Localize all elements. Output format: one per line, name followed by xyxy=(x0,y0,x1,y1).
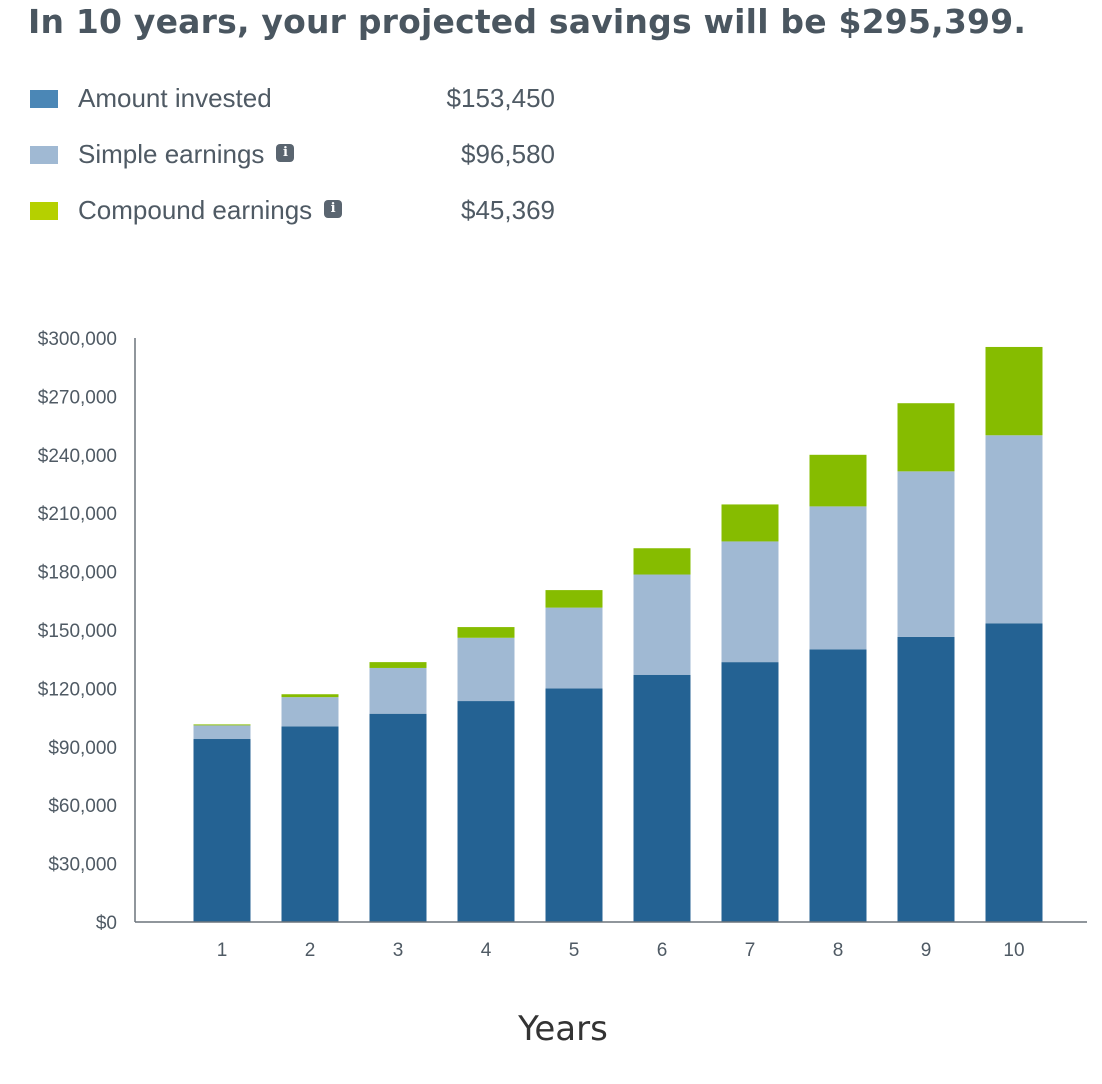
x-tick-label: 6 xyxy=(657,940,668,961)
x-tick-label: 7 xyxy=(745,940,756,961)
bar-simple-earnings xyxy=(369,667,427,714)
bar-simple-earnings xyxy=(281,697,339,727)
bar-compound-earnings xyxy=(897,403,955,472)
bar-amount-invested xyxy=(809,649,867,922)
bar-amount-invested xyxy=(897,636,955,922)
legend-swatch-simple-earnings xyxy=(30,146,58,164)
bar-amount-invested xyxy=(721,662,779,922)
y-tick-label: $150,000 xyxy=(38,621,117,642)
compound-earnings-info-icon[interactable]: i xyxy=(324,200,343,219)
y-tick-label: $240,000 xyxy=(38,446,117,467)
y-tick-label: $300,000 xyxy=(38,329,117,350)
bar-simple-earnings xyxy=(457,637,515,702)
bar-amount-invested xyxy=(281,726,339,922)
bar-simple-earnings xyxy=(721,541,779,663)
bar-compound-earnings xyxy=(633,548,691,575)
bar-compound-earnings xyxy=(721,504,779,542)
legend-value-simple-earnings: $96,580 xyxy=(461,139,555,169)
x-tick-label: 1 xyxy=(217,940,228,961)
y-tick-label: $60,000 xyxy=(48,796,117,817)
y-tick-label: $180,000 xyxy=(38,563,117,584)
legend-value-amount-invested: $153,450 xyxy=(446,83,555,113)
x-tick-label: 10 xyxy=(1003,940,1024,961)
headline: In 10 years, your projected savings will… xyxy=(28,2,1027,41)
bar-amount-invested xyxy=(633,674,691,922)
legend: Amount invested $153,450 Simple earnings… xyxy=(30,80,590,248)
bar-amount-invested xyxy=(193,739,251,922)
x-axis-title: Years xyxy=(517,1009,608,1049)
legend-label-compound-earnings: Compound earnings i xyxy=(78,192,343,228)
simple-earnings-info-icon[interactable]: i xyxy=(276,144,295,163)
bar-compound-earnings xyxy=(281,694,339,698)
legend-item-amount-invested: Amount invested $153,450 xyxy=(30,80,590,136)
y-tick-label: $210,000 xyxy=(38,504,117,525)
x-tick-label: 4 xyxy=(481,940,492,961)
bar-amount-invested xyxy=(545,688,603,922)
bar-simple-earnings xyxy=(985,435,1043,624)
legend-label-simple-earnings: Simple earnings i xyxy=(78,136,295,172)
x-tick-label: 2 xyxy=(305,940,316,961)
bar-simple-earnings xyxy=(193,725,251,740)
y-tick-label: $120,000 xyxy=(38,679,117,700)
y-tick-label: $270,000 xyxy=(38,387,117,408)
x-tick-label: 8 xyxy=(833,940,844,961)
y-tick-label: $30,000 xyxy=(48,855,117,876)
bar-compound-earnings xyxy=(545,590,603,608)
legend-label-amount-invested: Amount invested xyxy=(78,83,272,113)
x-tick-label: 5 xyxy=(569,940,580,961)
bar-compound-earnings xyxy=(457,627,515,638)
x-tick-label: 9 xyxy=(921,940,932,961)
bar-simple-earnings xyxy=(809,506,867,650)
bar-amount-invested xyxy=(369,713,427,922)
legend-item-compound-earnings: Compound earnings i $45,369 xyxy=(30,192,590,248)
bar-compound-earnings xyxy=(985,346,1043,436)
stacked-bar-chart: $0 $30,000 $60,000 $90,000 $120,000 $150,000 $… xyxy=(38,329,1087,1049)
legend-swatch-compound-earnings xyxy=(30,202,58,220)
bar-compound-earnings xyxy=(369,662,427,668)
x-tick-label: 3 xyxy=(393,940,404,961)
legend-value-compound-earnings: $45,369 xyxy=(461,195,555,225)
bar-compound-earnings xyxy=(809,454,867,507)
bar-amount-invested xyxy=(985,623,1043,922)
bar-simple-earnings xyxy=(633,574,691,675)
legend-swatch-amount-invested xyxy=(30,90,58,108)
bar-amount-invested xyxy=(457,701,515,922)
y-tick-label: $0 xyxy=(96,913,117,934)
bar-simple-earnings xyxy=(545,607,603,689)
bar-simple-earnings xyxy=(897,471,955,637)
y-tick-label: $90,000 xyxy=(48,738,117,759)
legend-item-simple-earnings: Simple earnings i $96,580 xyxy=(30,136,590,192)
bar-compound-earnings xyxy=(193,724,251,726)
